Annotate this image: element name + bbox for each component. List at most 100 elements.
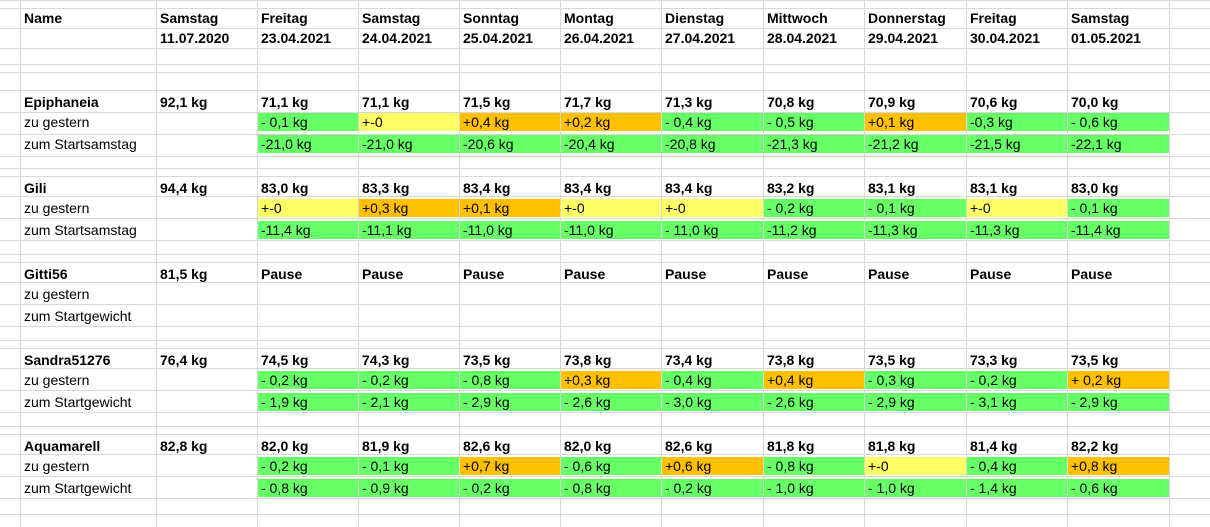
header-date[interactable]: 11.07.2020 bbox=[160, 30, 230, 46]
row-label-daily-change[interactable]: zu gestern bbox=[24, 114, 90, 130]
total-change-value[interactable]: - 11,0 kg bbox=[662, 221, 763, 239]
weight-value[interactable]: 73,5 kg bbox=[1071, 352, 1119, 368]
row-label-daily-change[interactable]: zu gestern bbox=[24, 200, 90, 216]
total-change-value[interactable]: -11,2 kg bbox=[764, 221, 864, 239]
header-day[interactable]: Donnerstag bbox=[868, 10, 946, 26]
row-label-total-change[interactable]: zum Startgewicht bbox=[24, 480, 132, 496]
header-day[interactable]: Dienstag bbox=[665, 10, 725, 26]
weight-value[interactable]: 70,0 kg bbox=[1071, 94, 1119, 110]
total-change-value[interactable]: - 3,0 kg bbox=[662, 393, 763, 411]
weight-value[interactable]: 83,1 kg bbox=[970, 180, 1018, 196]
row-label-total-change[interactable]: zum Startgewicht bbox=[24, 308, 132, 324]
daily-change-value[interactable]: -0,3 kg bbox=[967, 113, 1067, 131]
weight-value[interactable]: Pause bbox=[970, 266, 1012, 282]
header-date[interactable]: 23.04.2021 bbox=[261, 30, 332, 46]
weight-value[interactable]: 81,4 kg bbox=[970, 438, 1018, 454]
weight-value[interactable]: 82,0 kg bbox=[564, 438, 612, 454]
total-change-value[interactable]: -21,0 kg bbox=[258, 135, 358, 153]
weight-value[interactable]: 73,8 kg bbox=[564, 352, 612, 368]
weight-value[interactable]: 73,3 kg bbox=[970, 352, 1018, 368]
weight-value[interactable]: 70,9 kg bbox=[868, 94, 916, 110]
daily-change-value[interactable]: +-0 bbox=[258, 199, 358, 217]
row-label-total-change[interactable]: zum Startsamstag bbox=[24, 136, 137, 152]
daily-change-value[interactable]: - 0,6 kg bbox=[561, 457, 661, 475]
person-name[interactable]: Gitti56 bbox=[24, 266, 68, 282]
weight-value[interactable]: 73,5 kg bbox=[463, 352, 511, 368]
weight-value[interactable]: 82,0 kg bbox=[261, 438, 309, 454]
daily-change-value[interactable]: - 0,2 kg bbox=[764, 199, 864, 217]
daily-change-value[interactable]: - 0,1 kg bbox=[865, 199, 966, 217]
header-date[interactable]: 26.04.2021 bbox=[564, 30, 635, 46]
person-name[interactable]: Epiphaneia bbox=[24, 94, 99, 110]
weight-value[interactable]: 83,1 kg bbox=[868, 180, 916, 196]
total-change-value[interactable]: -11,3 kg bbox=[967, 221, 1067, 239]
weight-value[interactable]: 83,3 kg bbox=[362, 180, 410, 196]
daily-change-value[interactable]: - 0,5 kg bbox=[764, 113, 864, 131]
header-date[interactable]: 29.04.2021 bbox=[868, 30, 939, 46]
daily-change-value[interactable]: - 0,3 kg bbox=[865, 371, 966, 389]
daily-change-value[interactable]: - 0,2 kg bbox=[258, 457, 358, 475]
daily-change-value[interactable]: +-0 bbox=[865, 457, 966, 475]
row-label-daily-change[interactable]: zu gestern bbox=[24, 286, 90, 302]
total-change-value[interactable]: -21,2 kg bbox=[865, 135, 966, 153]
weight-value[interactable]: 83,4 kg bbox=[564, 180, 612, 196]
total-change-value[interactable]: - 3,1 kg bbox=[967, 393, 1067, 411]
start-weight[interactable]: 81,5 kg bbox=[160, 266, 208, 282]
total-change-value[interactable]: -21,5 kg bbox=[967, 135, 1067, 153]
total-change-value[interactable]: - 0,8 kg bbox=[561, 479, 661, 497]
total-change-value[interactable]: - 0,2 kg bbox=[460, 479, 560, 497]
weight-value[interactable]: 83,0 kg bbox=[261, 180, 309, 196]
weight-value[interactable]: 71,5 kg bbox=[463, 94, 511, 110]
row-label-daily-change[interactable]: zu gestern bbox=[24, 372, 90, 388]
total-change-value[interactable]: -11,4 kg bbox=[1068, 221, 1169, 239]
person-name[interactable]: Sandra51276 bbox=[24, 352, 111, 368]
daily-change-value[interactable]: - 0,4 kg bbox=[662, 113, 763, 131]
total-change-value[interactable]: - 2,6 kg bbox=[561, 393, 661, 411]
weight-value[interactable]: 70,6 kg bbox=[970, 94, 1018, 110]
weight-value[interactable]: 70,8 kg bbox=[767, 94, 815, 110]
header-day[interactable]: Samstag bbox=[160, 10, 219, 26]
total-change-value[interactable]: -20,4 kg bbox=[561, 135, 661, 153]
weight-value[interactable]: 71,3 kg bbox=[665, 94, 713, 110]
weight-value[interactable]: Pause bbox=[463, 266, 505, 282]
daily-change-value[interactable]: +0,3 kg bbox=[561, 371, 661, 389]
header-day[interactable]: Samstag bbox=[1071, 10, 1130, 26]
daily-change-value[interactable]: - 0,4 kg bbox=[967, 457, 1067, 475]
weight-value[interactable]: Pause bbox=[868, 266, 910, 282]
daily-change-value[interactable]: +0,6 kg bbox=[662, 457, 763, 475]
total-change-value[interactable]: -11,0 kg bbox=[460, 221, 560, 239]
total-change-value[interactable]: - 2,1 kg bbox=[359, 393, 459, 411]
weight-value[interactable]: 82,2 kg bbox=[1071, 438, 1119, 454]
weight-value[interactable]: 73,8 kg bbox=[767, 352, 815, 368]
daily-change-value[interactable]: +0,3 kg bbox=[359, 199, 459, 217]
daily-change-value[interactable]: - 0,8 kg bbox=[460, 371, 560, 389]
weight-value[interactable]: 83,0 kg bbox=[1071, 180, 1119, 196]
weight-value[interactable]: 71,1 kg bbox=[362, 94, 410, 110]
weight-value[interactable]: Pause bbox=[665, 266, 707, 282]
total-change-value[interactable]: - 1,9 kg bbox=[258, 393, 358, 411]
total-change-value[interactable]: - 1,4 kg bbox=[967, 479, 1067, 497]
header-date[interactable]: 01.05.2021 bbox=[1071, 30, 1142, 46]
total-change-value[interactable]: -21,3 kg bbox=[764, 135, 864, 153]
weight-value[interactable]: 73,5 kg bbox=[868, 352, 916, 368]
total-change-value[interactable]: - 0,6 kg bbox=[1068, 479, 1169, 497]
weight-value[interactable]: 73,4 kg bbox=[665, 352, 713, 368]
total-change-value[interactable]: - 1,0 kg bbox=[865, 479, 966, 497]
total-change-value[interactable]: -20,8 kg bbox=[662, 135, 763, 153]
weight-value[interactable]: Pause bbox=[362, 266, 404, 282]
weight-value[interactable]: Pause bbox=[767, 266, 809, 282]
daily-change-value[interactable]: +-0 bbox=[359, 113, 459, 131]
daily-change-value[interactable]: +-0 bbox=[561, 199, 661, 217]
total-change-value[interactable]: - 0,9 kg bbox=[359, 479, 459, 497]
daily-change-value[interactable]: +0,1 kg bbox=[865, 113, 966, 131]
header-date[interactable]: 28.04.2021 bbox=[767, 30, 838, 46]
total-change-value[interactable]: -21,0 kg bbox=[359, 135, 459, 153]
weight-value[interactable]: 83,4 kg bbox=[665, 180, 713, 196]
daily-change-value[interactable]: - 0,1 kg bbox=[1068, 199, 1169, 217]
weight-value[interactable]: Pause bbox=[564, 266, 606, 282]
daily-change-value[interactable]: +0,4 kg bbox=[460, 113, 560, 131]
header-date[interactable]: 27.04.2021 bbox=[665, 30, 736, 46]
header-date[interactable]: 30.04.2021 bbox=[970, 30, 1041, 46]
total-change-value[interactable]: - 1,0 kg bbox=[764, 479, 864, 497]
weight-value[interactable]: Pause bbox=[1071, 266, 1113, 282]
